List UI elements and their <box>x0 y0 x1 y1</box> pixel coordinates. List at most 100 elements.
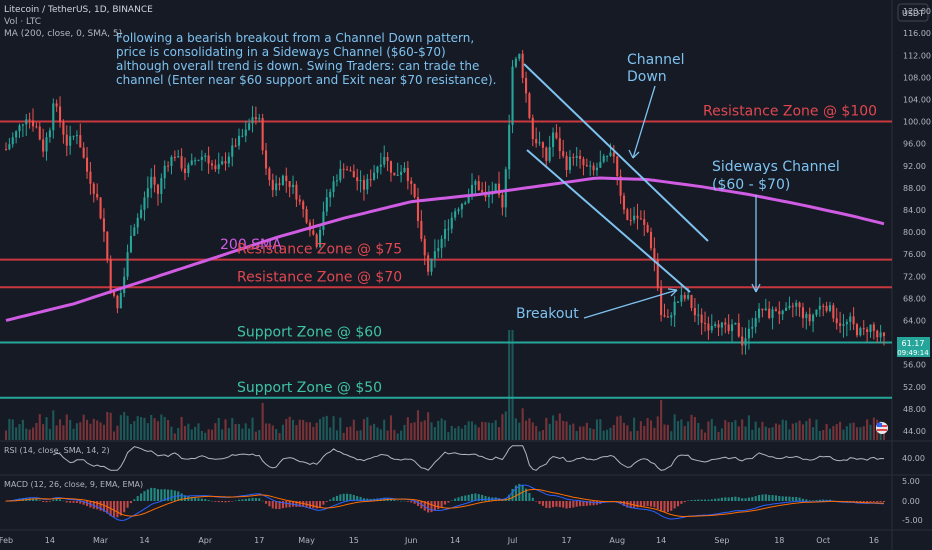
macd-hist-bar <box>579 501 582 507</box>
candle <box>508 124 511 170</box>
price-tick: 64.00 <box>903 316 926 325</box>
macd-hist-bar <box>52 499 55 501</box>
volume-bar <box>92 418 95 440</box>
candle <box>595 167 599 171</box>
channel-lower-line <box>526 149 691 293</box>
macd-hist-bar <box>234 500 237 502</box>
candle <box>714 324 717 326</box>
macd-hist-bar <box>521 485 524 501</box>
volume-bar <box>565 421 568 440</box>
volume-bar <box>163 417 166 440</box>
candle <box>862 328 865 330</box>
macd-hist-bar <box>541 501 544 506</box>
macd-hist-bar <box>666 501 669 512</box>
volume-bar <box>474 424 477 440</box>
macd-hist-bar <box>876 501 879 503</box>
time-tick: Jun <box>404 536 418 545</box>
flag-icon <box>876 422 888 434</box>
macd-hist-bar <box>703 499 707 501</box>
macd-hist-bar <box>116 501 119 518</box>
candle <box>693 307 696 316</box>
candle <box>791 305 794 307</box>
rsi-axis-tick: 40.00 <box>902 454 925 463</box>
macd-hist-bar <box>676 501 680 507</box>
volume-bar <box>758 427 761 440</box>
macd-hist-bar <box>427 501 430 513</box>
candle <box>197 159 200 161</box>
volume-bar <box>795 422 798 440</box>
candle <box>35 126 38 128</box>
candle <box>251 117 254 124</box>
macd-hist-bar <box>92 501 95 509</box>
volume-bar <box>457 426 460 440</box>
volume-bar <box>484 422 487 440</box>
volume-bar <box>410 423 413 440</box>
macd-hist-bar <box>244 498 247 501</box>
volume-bar <box>437 420 440 440</box>
price-tick: 72.00 <box>903 272 926 281</box>
macd-hist-bar <box>423 501 426 511</box>
candle <box>467 194 470 203</box>
price-tick: 84.00 <box>903 206 926 215</box>
candle <box>656 259 659 289</box>
volume-bar <box>575 431 578 440</box>
volume-bar <box>379 429 382 440</box>
volume-bar <box>747 415 750 440</box>
candle <box>555 132 558 139</box>
volume-bar <box>197 423 200 440</box>
macd-hist-bar <box>785 496 788 501</box>
candle <box>565 155 568 170</box>
macd-hist-bar <box>558 501 561 508</box>
volume-bar <box>237 424 241 440</box>
candle <box>882 332 886 337</box>
macd-hist-bar <box>69 501 72 503</box>
volume-bar <box>845 426 848 440</box>
macd-hist-bar <box>18 498 21 501</box>
candle <box>454 211 457 218</box>
macd-hist-bar <box>514 485 517 501</box>
macd-hist-bar <box>356 496 359 501</box>
candle <box>244 129 247 136</box>
candle <box>55 103 58 107</box>
volume-bar <box>136 416 139 440</box>
macd-hist-bar <box>481 494 484 501</box>
macd-hist-bar <box>82 501 85 505</box>
candle <box>616 156 619 176</box>
macd-hist-bar <box>322 501 325 505</box>
candle <box>349 170 352 172</box>
candle <box>356 177 359 182</box>
candle <box>751 326 754 329</box>
candle <box>734 322 737 325</box>
candle <box>278 183 281 185</box>
volume-bar <box>170 426 173 440</box>
volume-bar <box>822 430 825 440</box>
volume-bar <box>72 428 75 440</box>
macd-hist-bar <box>508 494 511 501</box>
macd-tick-top: 5.00 <box>902 477 920 486</box>
time-tick: 17 <box>561 536 571 545</box>
candle <box>173 156 176 158</box>
macd-hist-bar <box>278 501 281 510</box>
candle <box>700 314 703 323</box>
volume-bar <box>579 426 582 440</box>
volume-bar <box>366 417 369 440</box>
zone-lines <box>0 120 892 399</box>
candle <box>389 160 393 173</box>
candle <box>420 220 423 239</box>
macd-hist-bar <box>200 498 203 501</box>
candle <box>724 322 727 325</box>
symbol-title: Litecoin / TetherUS, 1D, BINANCE <box>4 5 153 15</box>
candle <box>89 171 92 184</box>
volume-bar <box>183 426 187 440</box>
zone-label: Support Zone @ $60 <box>237 325 382 341</box>
macd-hist-bar <box>866 501 869 503</box>
volume-bar <box>204 432 207 440</box>
volume-bar <box>862 426 865 440</box>
macd-hist-bar <box>389 498 393 501</box>
candle <box>62 122 65 135</box>
candle <box>592 165 595 171</box>
currency-button[interactable]: USDT <box>897 3 929 22</box>
macd-hist-bar <box>882 501 886 502</box>
macd-signal-line <box>6 489 885 518</box>
